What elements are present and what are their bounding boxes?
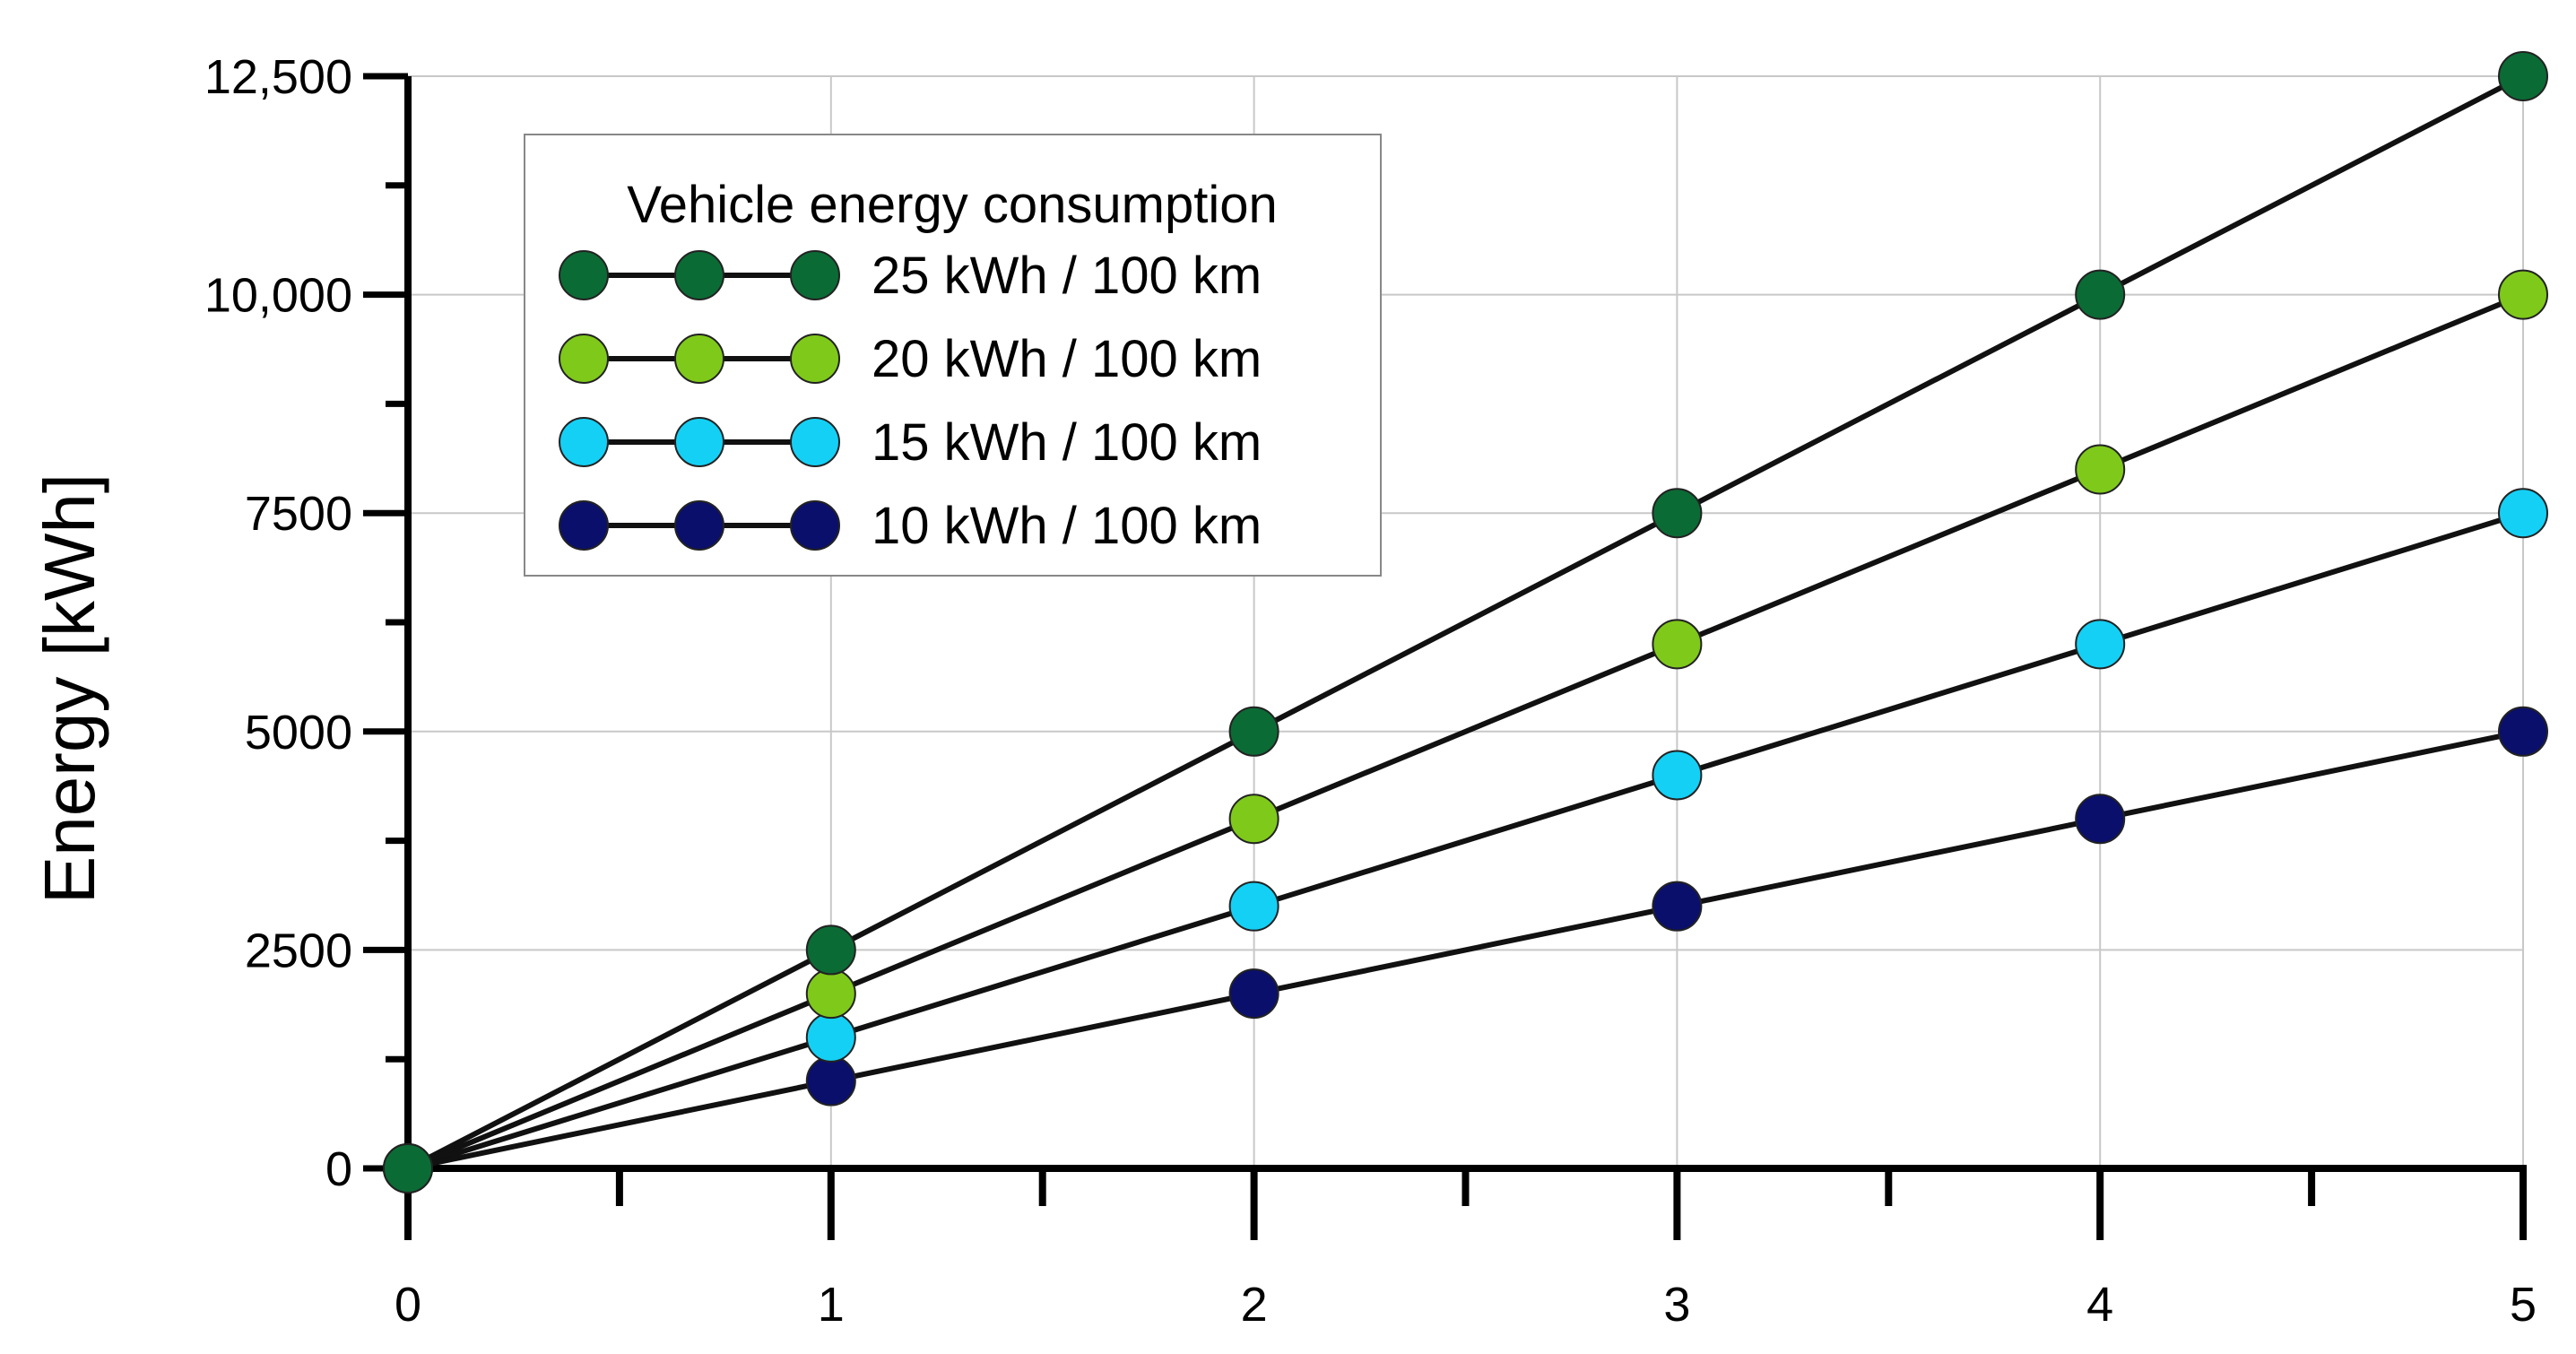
- y-tick-label: 7500: [245, 487, 352, 541]
- x-tick-label: 2: [1241, 1278, 1268, 1332]
- legend-marker: [790, 250, 840, 300]
- y-tick-label: 10,000: [204, 269, 352, 323]
- data-point: [2498, 706, 2548, 757]
- series-line: [406, 74, 2525, 1171]
- legend-label: 20 kWh / 100 km: [872, 330, 1262, 388]
- legend-marker: [674, 250, 724, 300]
- data-point: [1228, 968, 1279, 1020]
- x-tick-label: 1: [818, 1278, 845, 1332]
- data-point: [2075, 444, 2126, 495]
- data-point: [1228, 881, 1279, 932]
- legend-label: 15 kWh / 100 km: [872, 413, 1262, 472]
- legend-marker: [790, 334, 840, 384]
- x-tick-label: 0: [395, 1278, 421, 1332]
- legend-label: 10 kWh / 100 km: [872, 497, 1262, 555]
- data-point: [2498, 51, 2548, 101]
- y-tick-label: 5000: [245, 706, 352, 759]
- legend-marker: [674, 334, 724, 384]
- y-tick-label: 2500: [245, 924, 352, 977]
- legend-marker: [790, 500, 840, 551]
- data-point: [2075, 269, 2126, 320]
- x-tick-label: 3: [1663, 1278, 1690, 1332]
- series-line: [407, 510, 2524, 1171]
- series-lines: [383, 51, 2548, 1193]
- data-point: [1652, 750, 1703, 801]
- series-line: [407, 728, 2524, 1171]
- data-point: [2075, 794, 2126, 845]
- data-point: [805, 1055, 856, 1107]
- legend-label: 25 kWh / 100 km: [872, 247, 1262, 305]
- y-tick-label: 0: [325, 1142, 352, 1196]
- series-line: [406, 291, 2525, 1171]
- legend-box: [524, 134, 1382, 577]
- legend-marker: [674, 417, 724, 467]
- data-point: [2075, 619, 2126, 670]
- legend-title: Vehicle energy consumption: [627, 176, 1277, 234]
- data-point: [805, 968, 856, 1020]
- y-axis-title: Energy [kWh]: [30, 473, 109, 904]
- y-tick-label: 12,500: [204, 50, 352, 104]
- data-point: [805, 1011, 856, 1063]
- legend-marker: [559, 334, 609, 384]
- data-point: [1652, 881, 1703, 932]
- legend: Vehicle energy consumption 25 kWh / 100 …: [524, 134, 1382, 577]
- data-point: [1652, 619, 1703, 670]
- data-point: [805, 924, 856, 976]
- data-point: [383, 1143, 433, 1193]
- x-tick-label: 4: [2086, 1278, 2113, 1332]
- legend-marker: [559, 417, 609, 467]
- legend-marker: [559, 250, 609, 300]
- data-point: [2498, 269, 2548, 320]
- data-point: [1228, 706, 1279, 757]
- data-point: [1652, 488, 1703, 539]
- x-tick-label: 5: [2510, 1278, 2537, 1332]
- data-point: [1228, 794, 1279, 845]
- data-point: [2498, 488, 2548, 539]
- legend-marker: [790, 417, 840, 467]
- legend-marker: [559, 500, 609, 551]
- legend-marker: [674, 500, 724, 551]
